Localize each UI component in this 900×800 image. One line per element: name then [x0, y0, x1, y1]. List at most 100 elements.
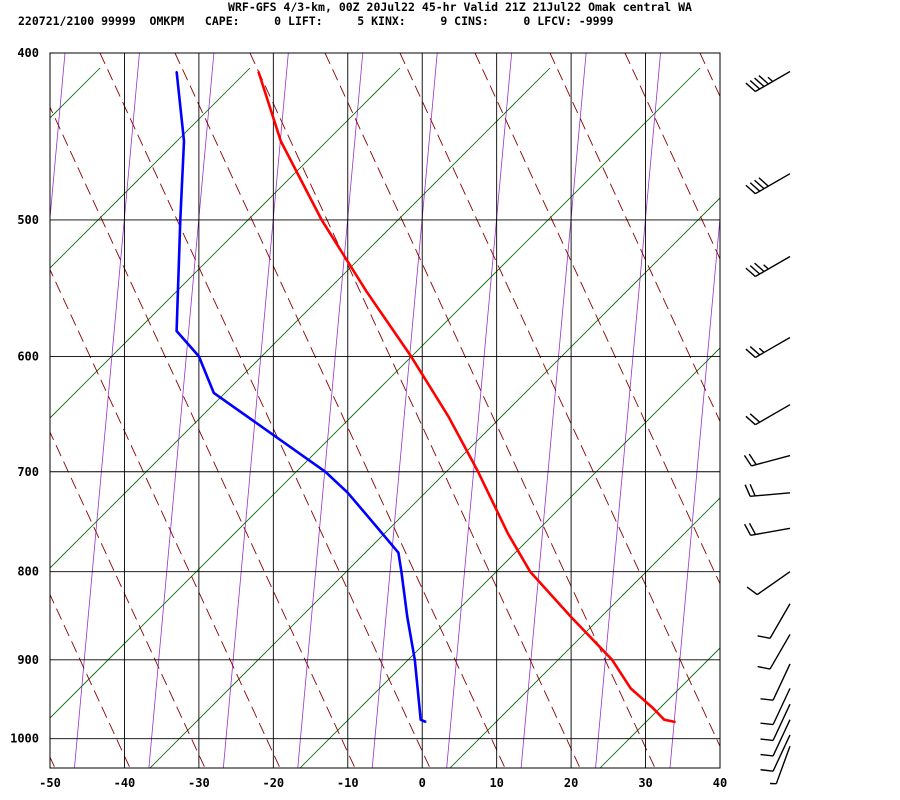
- wind-barb-staff: [772, 663, 791, 701]
- wind-barb: [757, 634, 791, 670]
- dewpoint-point: [213, 392, 215, 394]
- y-tick-label: 1000: [10, 732, 39, 746]
- mixing-ratio-line: [599, 647, 720, 768]
- temperature-profile-line: [257, 71, 676, 724]
- x-tick-label: -10: [337, 776, 359, 790]
- wind-barb-staff: [750, 492, 791, 498]
- wind-barb-feather: [745, 415, 756, 426]
- wind-barb-feather: [743, 523, 752, 536]
- wind-barb-feather: [760, 769, 774, 772]
- temperature-point: [674, 721, 676, 723]
- dry-adiabat-line: [549, 53, 720, 423]
- wind-barb: [760, 719, 791, 757]
- wind-barb-staff: [756, 571, 791, 596]
- isotherm-line: [50, 53, 66, 223]
- wind-barb: [760, 663, 791, 701]
- y-tick-label: 600: [17, 349, 39, 363]
- wind-barb-staff: [772, 688, 791, 725]
- wind-barb-feather: [760, 753, 774, 757]
- mixing-ratio-line: [299, 347, 720, 768]
- dry-adiabat-line: [174, 53, 506, 768]
- dry-adiabat-lines: [50, 53, 900, 768]
- wind-barb-feather: [746, 586, 758, 596]
- temperature-point: [447, 415, 449, 417]
- dry-adiabat-line: [399, 53, 720, 748]
- wind-barb: [745, 173, 791, 195]
- wind-barb-feather: [758, 75, 769, 85]
- temperature-point: [507, 532, 509, 534]
- wind-barb-staff: [772, 719, 791, 757]
- isotherm-line: [297, 53, 364, 768]
- wind-barb-feather: [760, 738, 774, 742]
- y-tick-label: 800: [17, 565, 39, 579]
- wind-barb: [757, 603, 791, 640]
- mixing-ratio-line: [149, 197, 720, 768]
- dewpoint-point: [175, 70, 178, 73]
- dewpoint-point: [183, 140, 185, 142]
- skewed-isotherm-lines: [50, 53, 720, 768]
- mixing-ratio-line: [750, 68, 900, 768]
- wind-barb-feather: [745, 82, 756, 93]
- x-tick-label: 20: [564, 776, 578, 790]
- x-tick-label: 0: [419, 776, 426, 790]
- wind-barb-staff: [772, 703, 791, 741]
- mixing-ratio-line: [50, 67, 701, 719]
- dewpoint-point: [420, 719, 422, 721]
- wind-barb: [744, 484, 791, 498]
- dry-adiabat-line: [775, 53, 900, 768]
- dewpoint-point: [198, 355, 200, 358]
- dry-adiabat-line: [50, 268, 281, 768]
- wind-barb-feather: [748, 453, 757, 465]
- x-tick-label: -20: [262, 776, 284, 790]
- y-tick-label: 400: [17, 46, 39, 60]
- wind-barb-feather: [743, 454, 752, 467]
- wind-barb-feather: [749, 346, 761, 356]
- dry-adiabat-line: [50, 106, 356, 768]
- dewpoint-point: [414, 659, 416, 661]
- chart-subtitle-indices: 220721/2100 99999 OMKPM CAPE: 0 LIFT: 5 …: [18, 14, 614, 28]
- isotherm-line: [595, 53, 661, 768]
- wind-barb: [745, 255, 791, 278]
- x-axis-ticks: -50 -40 -30 -20 -10 0 10 20 30 40: [39, 776, 727, 790]
- wind-barb: [760, 703, 791, 742]
- mixing-ratio-lines: [50, 67, 900, 768]
- wind-barb-feather: [760, 698, 774, 701]
- isotherm-line: [371, 53, 438, 768]
- temperature-point: [410, 355, 412, 358]
- dry-adiabat-line: [324, 53, 656, 768]
- dewpoint-point: [373, 522, 375, 524]
- wind-barb: [745, 404, 791, 426]
- x-tick-label: -50: [39, 776, 61, 790]
- wind-barb: [743, 522, 791, 536]
- wind-barb-feather: [754, 262, 765, 273]
- isotherm-line: [222, 53, 289, 768]
- isotherm-line: [74, 53, 140, 768]
- dry-adiabat-line: [850, 53, 900, 768]
- wind-barb-staff: [769, 634, 791, 670]
- wind-barb-staff: [755, 173, 791, 195]
- wind-barb-feather: [760, 722, 774, 726]
- mixing-ratio-line: [449, 497, 720, 768]
- x-tick-label: 30: [638, 776, 652, 790]
- mixing-ratio-line: [50, 67, 401, 419]
- wind-barb-feather: [749, 484, 756, 497]
- dry-adiabat-line: [50, 431, 206, 768]
- wind-barb-feather: [758, 177, 769, 187]
- wind-barb-feather: [749, 265, 761, 275]
- wind-barb-feather: [745, 267, 756, 278]
- y-axis-ticks: 400 500 600 700 800 900 1000: [10, 46, 39, 746]
- mixing-ratio-line: [50, 67, 251, 269]
- wind-barb: [760, 734, 791, 772]
- dry-adiabat-line: [474, 53, 720, 585]
- isotherm-line: [669, 213, 720, 768]
- wind-barb-feather: [749, 80, 761, 90]
- dewpoint-profile-line: [175, 71, 427, 724]
- wind-barb-feather: [754, 77, 765, 88]
- dewpoint-point: [406, 616, 408, 618]
- wind-barb-feather: [745, 348, 756, 358]
- wind-barb-half-feather: [767, 76, 774, 83]
- dewpoint-point: [400, 571, 402, 573]
- x-tick-label: -30: [188, 776, 210, 790]
- mixing-ratio-line: [50, 67, 551, 569]
